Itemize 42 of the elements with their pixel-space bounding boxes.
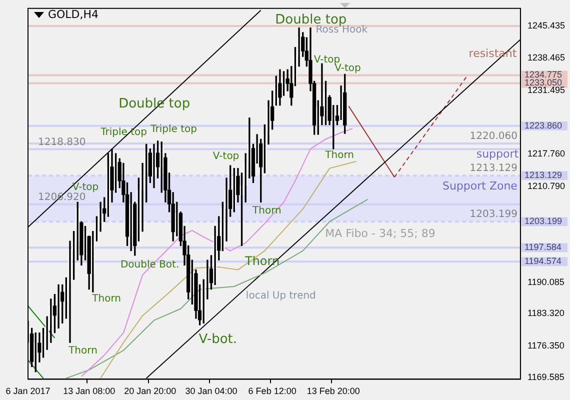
annotation: support xyxy=(476,147,520,160)
ref-line-label: 1223.860 xyxy=(524,120,562,130)
y-tick-label: 1176.350 xyxy=(527,340,564,351)
ref-line-label: 1213.129 xyxy=(524,170,562,180)
annotation: V-bot. xyxy=(198,332,238,347)
chart-title: GOLD,H4 xyxy=(48,8,99,21)
x-tick-label: 6 Jan 2017 xyxy=(6,386,50,396)
annotation: Triple top xyxy=(150,124,198,136)
y-tick-label: 1217.760 xyxy=(527,148,566,159)
y-tick-label: 1183.320 xyxy=(527,308,564,318)
band-label: Support Zone xyxy=(442,179,518,192)
annotation: Thorn xyxy=(252,205,282,216)
ref-line-label: 1234.775 xyxy=(524,70,562,80)
x-tick-label: 6 Feb 12:00 xyxy=(248,386,296,396)
x-tick-label: 20 Jan 20:00 xyxy=(124,386,176,396)
annotation: Ross Hook xyxy=(316,24,368,36)
annotation: MA Fibo - 34; 55; 89 xyxy=(325,226,436,240)
y-tick-label: 1190.085 xyxy=(527,276,564,287)
annotation: V-top xyxy=(334,63,361,74)
annotation: 1218.830 xyxy=(38,136,86,148)
annotation: 1203.199 xyxy=(470,209,518,220)
annotation: Triple top xyxy=(100,126,148,138)
ref-line-label: 1194.574 xyxy=(524,256,562,266)
annotation: Thorn xyxy=(324,150,354,162)
ref-line-label: 1197.584 xyxy=(524,242,562,252)
annotation: Thorn xyxy=(68,346,98,357)
y-tick-label: 1238.465 xyxy=(527,52,566,63)
annotation: 1220.060 xyxy=(470,131,518,142)
y-tick-label: 1245.435 xyxy=(527,20,566,30)
annotation: V-top xyxy=(314,54,340,66)
y-tick-label: 1169.585 xyxy=(527,372,564,382)
x-tick-label: 30 Jan 04:00 xyxy=(185,386,238,396)
annotation: V-top xyxy=(72,182,99,194)
annotation: 1213.129 xyxy=(470,163,518,174)
annotation: Thorn xyxy=(91,293,121,304)
annotation: V-top xyxy=(212,151,240,162)
annotation: local Up trend xyxy=(246,290,316,302)
y-tick-label: 1210.790 xyxy=(527,180,566,191)
annotation: Double Bot. xyxy=(120,260,180,271)
x-tick-label: 13 Jan 08:00 xyxy=(63,386,116,396)
x-tick-label: 13 Feb 20:00 xyxy=(306,386,360,396)
ref-line-label: 1203.199 xyxy=(524,216,562,226)
